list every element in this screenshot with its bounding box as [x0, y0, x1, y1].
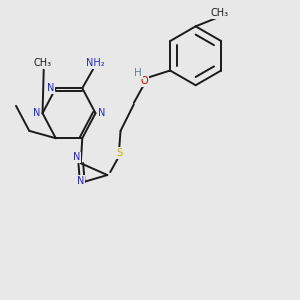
Text: O: O: [140, 76, 148, 86]
Text: N: N: [47, 83, 54, 93]
Text: N: N: [77, 176, 85, 186]
Text: NH₂: NH₂: [86, 58, 105, 68]
Text: N: N: [33, 108, 40, 118]
Text: H: H: [134, 68, 142, 78]
Text: CH₃: CH₃: [34, 58, 52, 68]
Text: S: S: [116, 148, 122, 158]
Text: N: N: [98, 108, 105, 118]
Text: CH₃: CH₃: [210, 8, 228, 18]
Text: N: N: [73, 152, 80, 162]
